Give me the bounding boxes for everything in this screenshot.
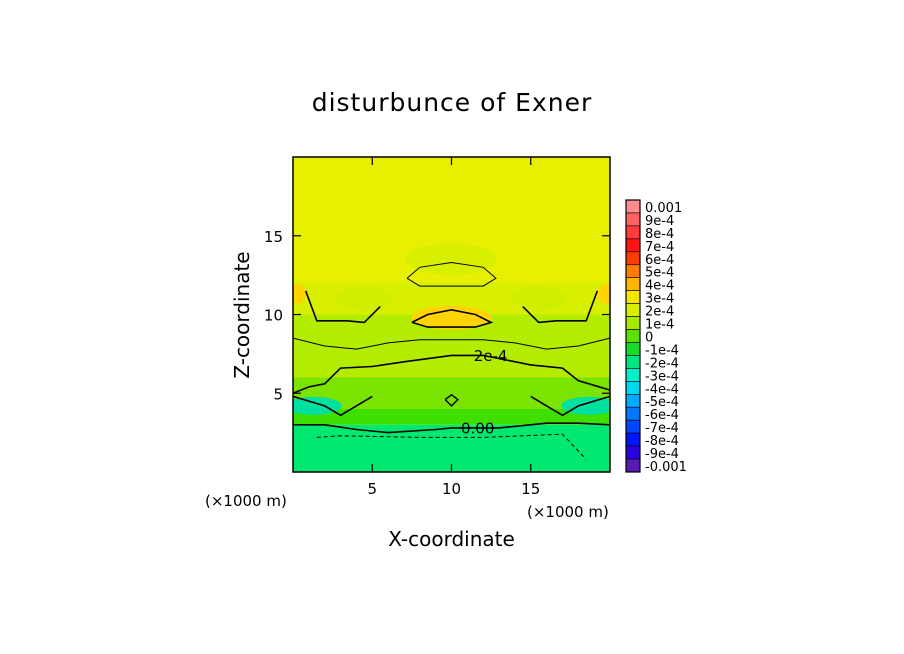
chart-title: disturbunce of Exner <box>311 88 593 117</box>
colorbar-label-7: 3e-4 <box>645 292 674 307</box>
colorbar-label-3: 7e-4 <box>645 240 674 255</box>
colorbar-label-20: -0.001 <box>645 460 687 475</box>
colorbar-swatch-9 <box>625 316 641 330</box>
colorbar: 0.0019e-48e-47e-46e-45e-44e-43e-42e-41e-… <box>625 199 687 475</box>
colorbar-swatch-4 <box>625 251 641 266</box>
colorbar-swatch-16 <box>625 406 641 421</box>
x-tick-label-15: 15 <box>521 480 540 498</box>
colorbar-swatch-3 <box>625 238 641 253</box>
colorbar-label-11: -1e-4 <box>645 343 679 358</box>
colorbar-label-17: -7e-4 <box>645 421 679 436</box>
colorbar-swatch-18 <box>625 432 641 447</box>
x-tick-label-5: 5 <box>367 480 377 498</box>
colorbar-label-15: -5e-4 <box>645 395 679 410</box>
colorbar-label-2: 8e-4 <box>645 227 674 242</box>
y-tick-label-5: 5 <box>273 385 283 403</box>
contour-left-low <box>293 395 373 417</box>
colorbar-label-6: 4e-4 <box>645 279 674 294</box>
contour-max-closed <box>411 308 494 328</box>
colorbar-label-0: 0.001 <box>645 201 682 216</box>
colorbar-label-10: 0 <box>645 330 653 345</box>
colorbar-label-16: -6e-4 <box>645 408 679 423</box>
colorbar-swatch-8 <box>625 303 641 317</box>
colorbar-label-18: -8e-4 <box>645 434 679 449</box>
field-edge-min-left <box>293 396 342 415</box>
field-blob-right <box>510 286 567 311</box>
y-tick-label-10: 10 <box>264 307 283 325</box>
colorbar-swatch-20 <box>625 458 641 473</box>
colorbar-swatch-1 <box>625 212 641 227</box>
x-axis-label: X-coordinate <box>388 527 515 551</box>
field-band-3 <box>293 377 610 409</box>
y-axis-label: Z-coordinate <box>230 251 254 379</box>
field-edge-max-left <box>293 284 307 305</box>
colorbar-frame <box>625 199 641 473</box>
colorbar-label-8: 2e-4 <box>645 305 674 320</box>
colorbar-label-19: -9e-4 <box>645 447 679 462</box>
colorbar-swatch-12 <box>625 355 641 369</box>
contour-neg <box>316 433 587 460</box>
colorbar-swatch-0 <box>625 199 641 214</box>
y-tick-label-15: 15 <box>264 228 283 246</box>
field-edge-max-right <box>596 284 610 305</box>
x-axis-unit-right: (×1000 m) <box>527 503 609 521</box>
colorbar-swatch-15 <box>625 393 641 408</box>
contour-2e-4 <box>293 354 610 394</box>
field-blob-upper <box>406 243 497 276</box>
x-axis-unit-left: (×1000 m) <box>205 492 287 510</box>
contour-zero <box>293 422 610 434</box>
contour-label-zero: 0.00 <box>461 419 494 437</box>
colorbar-label-9: 1e-4 <box>645 318 674 333</box>
field-blob-left <box>336 286 393 311</box>
contour-lines: 2e-4 0.00 <box>293 261 610 460</box>
field-edge-min-right <box>561 396 610 415</box>
contour-right-lobe <box>522 290 599 324</box>
colorbar-swatch-19 <box>625 445 641 460</box>
x-tick-label-10: 10 <box>442 480 461 498</box>
colorbar-label-1: 9e-4 <box>645 214 674 229</box>
colorbar-label-12: -2e-4 <box>645 356 679 371</box>
colorbar-label-14: -4e-4 <box>645 382 679 397</box>
colorbar-label-13: -3e-4 <box>645 369 679 384</box>
heatmap-field <box>293 157 610 472</box>
colorbar-swatch-13 <box>625 368 641 382</box>
colorbar-swatch-11 <box>625 342 641 356</box>
contour-label-2e-4: 2e-4 <box>474 347 508 365</box>
colorbar-swatch-7 <box>625 290 641 304</box>
contour-left-lobe <box>304 290 381 324</box>
colorbar-swatch-5 <box>625 264 641 279</box>
colorbar-swatch-10 <box>625 329 641 343</box>
contour-upper-closed <box>406 261 497 287</box>
colorbar-swatch-14 <box>625 381 641 395</box>
field-local-max <box>411 305 492 330</box>
contour-right-low <box>530 395 610 417</box>
field-band-4 <box>293 409 610 425</box>
colorbar-label-5: 5e-4 <box>645 266 674 281</box>
colorbar-label-4: 6e-4 <box>645 253 674 268</box>
contour-thin-mid <box>293 337 610 350</box>
contour-center-small <box>444 393 459 407</box>
axis-ticks: 5 10 15 5 10 15 <box>264 157 610 498</box>
colorbar-swatch-6 <box>625 277 641 291</box>
colorbar-swatch-2 <box>625 225 641 240</box>
colorbar-swatch-17 <box>625 419 641 434</box>
